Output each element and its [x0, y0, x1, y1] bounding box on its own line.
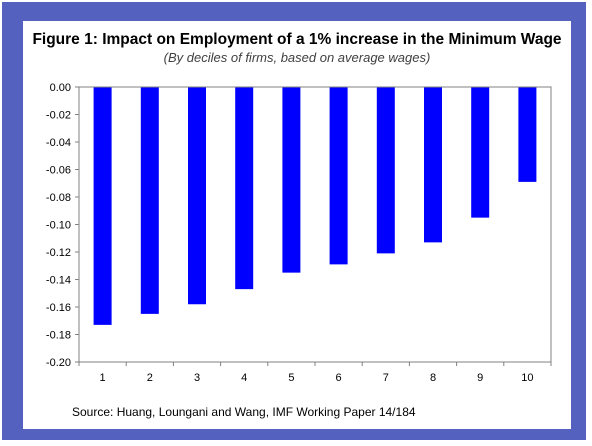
axes-layer [75, 86, 552, 366]
chart-panel: Figure 1: Impact on Employment of a 1% i… [23, 21, 571, 429]
bar-3 [188, 87, 206, 305]
y-tick-label: -0.14 [46, 275, 71, 287]
y-tick-label: -0.02 [46, 110, 71, 122]
labels-layer: 1 2 3 4 5 6 7 8 9 10 0.00 -0.02 -0.04 -0.06 -0.08 -0.10… [46, 82, 534, 384]
x-tick-label-1: 1 [100, 372, 106, 384]
bar-2 [140, 87, 159, 314]
x-tick-label-8: 8 [430, 372, 436, 384]
bar-10 [518, 87, 537, 182]
x-tick-label-2: 2 [147, 372, 153, 384]
bar-1 [93, 87, 112, 325]
y-tick-label: -0.18 [46, 330, 71, 342]
x-tick-label-3: 3 [194, 372, 200, 384]
bar-6 [329, 87, 348, 265]
bars-layer [93, 87, 537, 325]
x-tick-label-9: 9 [477, 372, 483, 384]
y-tick-label: -0.16 [46, 302, 71, 314]
x-tick-label-10: 10 [521, 372, 533, 384]
y-tick-label: -0.10 [46, 220, 71, 232]
chart-subtitle: (By deciles of firms, based on average w… [163, 50, 431, 65]
y-tick-label: 0.00 [50, 82, 71, 94]
bar-9 [471, 87, 490, 218]
x-tick-label-4: 4 [241, 372, 247, 384]
bar-4 [235, 87, 254, 290]
outer-frame: Figure 1: Impact on Employment of a 1% i… [2, 2, 586, 440]
bar-8 [424, 87, 442, 243]
x-tick-label-5: 5 [288, 372, 294, 384]
y-tick-label: -0.12 [46, 247, 71, 259]
bar-chart: 1 2 3 4 5 6 7 8 9 10 0.00 -0.02 -0.04 -0.06 -0.08 -0.10… [46, 82, 552, 384]
y-tick-label: -0.08 [46, 192, 71, 204]
bar-7 [376, 87, 395, 254]
y-tick-label: -0.04 [46, 137, 71, 149]
source-note: Source: Huang, Loungani and Wang, IMF Wo… [72, 405, 416, 419]
x-tick-label-6: 6 [336, 372, 342, 384]
bar-5 [282, 87, 301, 273]
x-tick-label-7: 7 [383, 372, 389, 384]
y-tick-label: -0.20 [46, 357, 71, 369]
chart-title: Figure 1: Impact on Employment of a 1% i… [32, 31, 562, 48]
y-tick-label: -0.06 [46, 165, 71, 177]
